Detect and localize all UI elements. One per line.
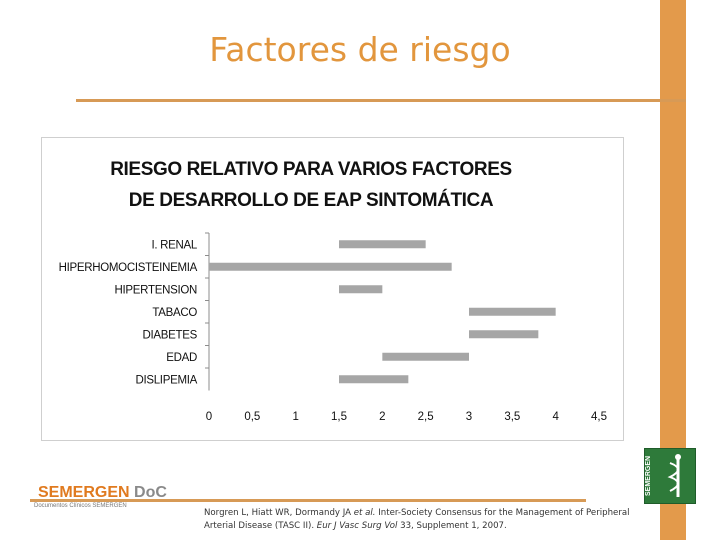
x-tick-label: 2,5 — [418, 411, 434, 423]
bar — [469, 307, 556, 316]
category-label: I. RENAL — [151, 239, 197, 251]
bar — [339, 240, 426, 249]
footer-divider — [30, 499, 586, 502]
title-divider — [76, 99, 686, 102]
seal-text: SEMERGEN — [645, 455, 652, 497]
logo-main: SEMERGEN — [38, 484, 130, 501]
bar — [469, 330, 539, 339]
bar — [339, 285, 383, 294]
slide-title: Factores de riesgo — [209, 30, 511, 69]
x-tick-label: 4,5 — [591, 411, 607, 423]
x-tick-label: 2 — [379, 411, 385, 423]
category-label: DIABETES — [143, 329, 198, 341]
category-label: DISLIPEMIA — [135, 374, 197, 386]
chart-title-line-2: DE DESARROLLO DE EAP SINTOMÁTICA — [128, 190, 494, 211]
bar — [209, 262, 452, 271]
caduceus-icon — [667, 454, 681, 497]
bar — [382, 352, 469, 361]
x-tick-label: 1,5 — [331, 411, 347, 423]
citation: Norgren L, Hiatt WR, Dormandy JA et al. … — [204, 507, 659, 533]
chart-title-line-1: RIESGO RELATIVO PARA VARIOS FACTORES — [110, 159, 512, 180]
chart-frame — [41, 137, 624, 441]
x-tick-label: 0 — [206, 411, 212, 423]
citation-authors: Norgren L, Hiatt WR, Dormandy JA — [204, 508, 354, 518]
citation-volume: 33, Supplement 1, 2007. — [397, 521, 507, 531]
category-label: EDAD — [166, 352, 197, 364]
logo-doc: DoC — [129, 484, 167, 501]
semergen-logo: SEMERGEN DoC — [38, 484, 167, 502]
bar — [339, 375, 409, 384]
logo-subtitle: Documentos Clínicos SEMERGEN — [34, 503, 127, 509]
citation-etal: et al. — [353, 508, 376, 518]
citation-journal: Eur J Vasc Surg Vol — [316, 521, 398, 531]
chart-title: RIESGO RELATIVO PARA VARIOS FACTORES DE … — [41, 154, 581, 216]
category-label: HIPERTENSION — [115, 284, 197, 296]
citation-title: Inter-Society Consensus for the Manageme… — [204, 508, 630, 531]
x-tick-label: 3 — [466, 411, 472, 423]
category-label: TABACO — [152, 307, 197, 319]
x-tick-label: 0,5 — [244, 411, 260, 423]
x-tick-label: 4 — [552, 411, 559, 423]
x-tick-label: 3,5 — [504, 411, 520, 423]
x-tick-label: 1 — [292, 411, 298, 423]
semergen-seal-icon: SEMERGEN — [644, 448, 696, 504]
category-label: HIPERHOMOCISTEINEMIA — [59, 262, 198, 274]
